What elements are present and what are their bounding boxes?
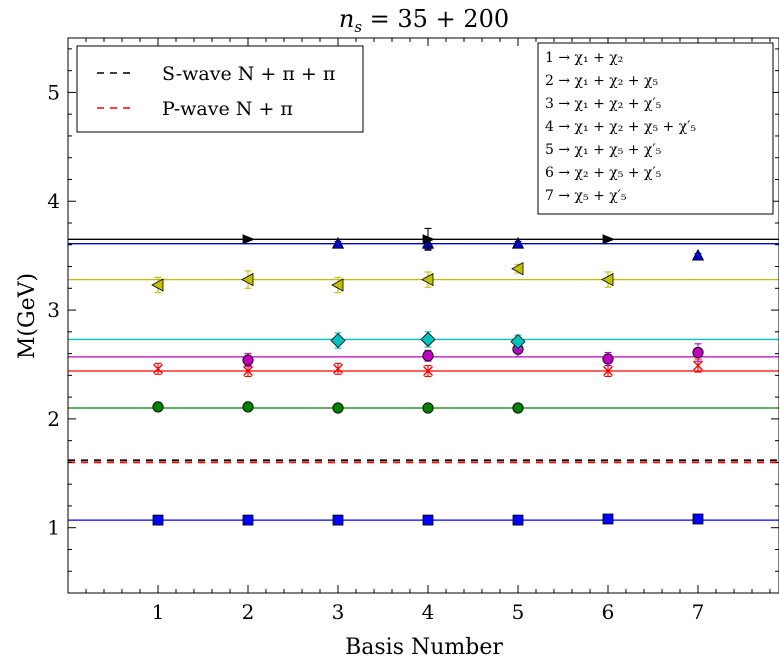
x-tick-label-1: 1 [152,600,165,624]
basis-legend-entry-5: 5 → χ₁ + χ₅ + χ′₅ [545,142,662,158]
x-tick-label-6: 6 [602,600,615,624]
threshold-legend: S-wave N + π + π P-wave N + π [77,46,363,132]
basis-legend-entry-6: 6 → χ₂ + χ₅ + χ′₅ [545,165,662,181]
series-7-point-2 [243,235,254,244]
data-points [152,228,704,525]
series-0-point-2 [243,515,253,525]
basis-legend-entry-7: 7 → χ₅ + χ′₅ [545,188,627,204]
y-tick-label-2: 2 [47,407,60,431]
legend-label-s-wave: S-wave N + π + π [162,63,335,85]
legend-label-p-wave: P-wave N + π [162,98,293,120]
basis-legend-entry-4: 4 → χ₁ + χ₂ + χ₅ + χ′₅ [545,119,696,135]
series-0-point-3 [333,515,343,525]
series-0-point-5 [513,515,523,525]
title-var: n [339,5,354,33]
basis-legend-entry-1: 1 → χ₁ + χ₂ [545,50,623,66]
y-axis-title: M(GeV) [15,273,40,359]
series-7-point-6 [603,235,614,244]
series-1-point-3 [333,403,343,413]
series-3-point-2 [243,355,253,365]
x-tick-label-5: 5 [512,600,525,624]
series-6-point-7 [693,250,704,261]
basis-legend-entry-2: 2 → χ₁ + χ₂ + χ₅ [545,73,658,89]
series-3-point-7 [693,347,703,357]
series-0-point-1 [153,515,163,525]
series-1-point-4 [423,403,433,413]
x-tick-label-3: 3 [332,600,345,624]
series-3-point-6 [603,354,613,364]
basis-legend-entry-3: 3 → χ₁ + χ₂ + χ′₅ [545,96,662,112]
basis-legend: 1 → χ₁ + χ₂ 2 → χ₁ + χ₂ + χ₅ 3 → χ₁ + χ₂… [538,43,773,214]
svg-text:ns = 35 + 200: ns = 35 + 200 [339,5,509,36]
series-0-point-7 [693,514,703,524]
series-1-point-2 [243,402,253,412]
series-4-point-3 [331,334,345,348]
reference-lines [68,239,779,520]
series-0-point-4 [423,515,433,525]
x-tick-label-4: 4 [422,600,435,624]
series-1-point-1 [153,402,163,412]
y-tick-label-3: 3 [47,298,60,322]
y-tick-label-4: 4 [47,189,60,213]
y-tick-label-1: 1 [47,516,60,540]
chart-title: ns = 35 + 200 [339,5,509,36]
title-rest: = 35 + 200 [362,5,509,33]
series-1-point-5 [513,403,523,413]
x-tick-label-7: 7 [692,600,705,624]
y-tick-label-5: 5 [47,80,60,104]
series-3-point-4 [423,351,433,361]
series-0-point-6 [603,514,613,524]
x-axis-title: Basis Number [345,635,503,660]
x-tick-label-2: 2 [242,600,255,624]
series-4-point-5 [511,335,525,349]
series-4-point-4 [421,332,435,346]
